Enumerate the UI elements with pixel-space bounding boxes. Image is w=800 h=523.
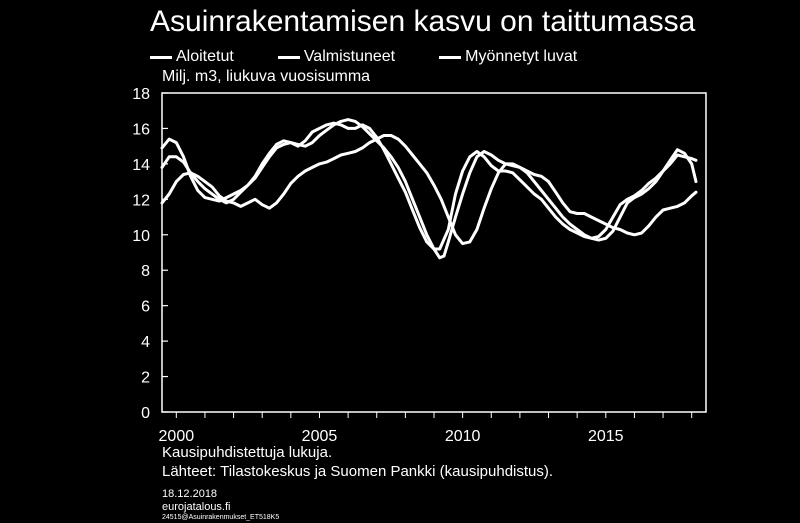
y-tick-label-10: 10: [132, 228, 150, 245]
note-sources: Lähteet: Tilastokeskus ja Suomen Pankki …: [162, 463, 554, 480]
legend-label-myonnetyt-luvat: Myönnetyt luvat: [465, 48, 578, 65]
legend-swatch-myonnetyt-luvat: [439, 55, 462, 59]
legend-item-myonnetyt-luvat: Myönnetyt luvat: [439, 48, 577, 66]
legend-item-aloitetut: Aloitetut: [150, 48, 234, 66]
legend-swatch-valmistuneet: [277, 55, 300, 59]
footer-code: 24515@Asuinrakenmukset_ET518K5: [162, 514, 280, 521]
footer-date: 18.12.2018: [162, 488, 218, 500]
y-tick-label-16: 16: [132, 121, 150, 138]
y-axis-unit-label: Milj. m3, liukuva vuosisumma: [162, 68, 371, 85]
footer-site: eurojatalous.fi: [162, 501, 231, 513]
x-tick-label-2015: 2015: [588, 428, 624, 445]
y-tick-label-12: 12: [132, 192, 150, 209]
plot-frame: [161, 92, 707, 413]
x-tick-label-2010: 2010: [445, 428, 481, 445]
y-tick-label-2: 2: [141, 370, 150, 387]
legend-label-aloitetut: Aloitetut: [176, 48, 234, 65]
legend-swatch-aloitetut: [150, 55, 172, 59]
y-tick-label-18: 18: [132, 86, 150, 103]
note-seasonal-adjustment: Kausipuhdistettuja lukuja.: [162, 444, 333, 461]
y-tick-label-8: 8: [141, 263, 150, 280]
y-tick-label-14: 14: [132, 157, 150, 174]
series-line-2: [160, 121, 698, 251]
y-tick-label-0: 0: [141, 405, 150, 422]
y-tick-label-6: 6: [141, 299, 150, 316]
chart-title: Asuinrakentamisen kasvu on taittumassa: [150, 5, 696, 38]
legend-item-valmistuneet: Valmistuneet: [277, 48, 396, 66]
legend: Aloitetut Valmistuneet Myönnetyt luvat: [150, 46, 621, 68]
x-tick-label-2005: 2005: [302, 428, 338, 445]
y-tick-label-4: 4: [141, 334, 150, 351]
x-tick-label-2000: 2000: [159, 428, 195, 445]
legend-label-valmistuneet: Valmistuneet: [303, 48, 396, 65]
